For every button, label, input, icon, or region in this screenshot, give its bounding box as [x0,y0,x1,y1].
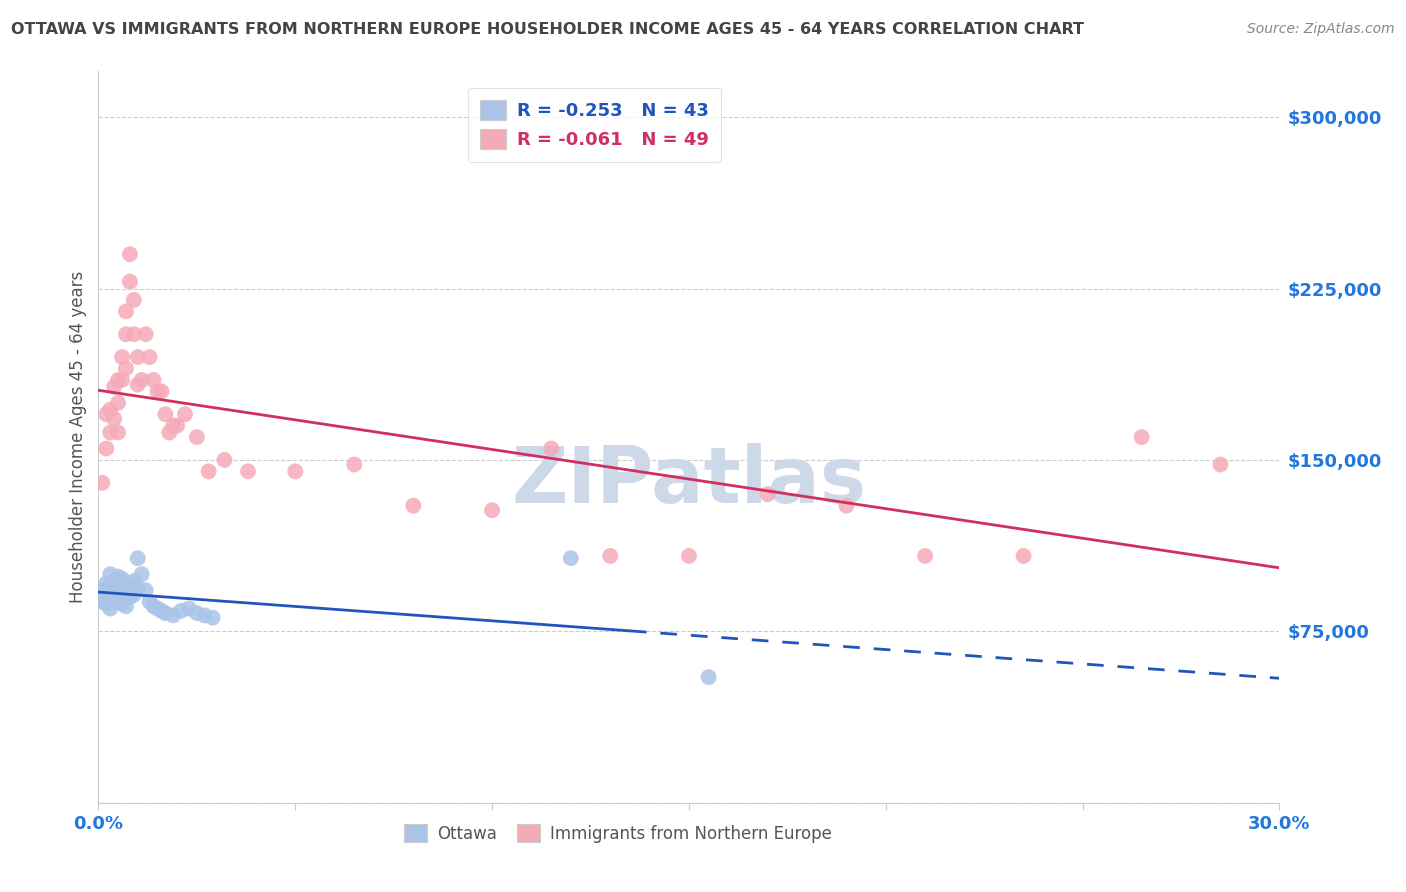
Point [115,599,138,614]
Point [177,601,200,615]
Point [96,597,118,611]
Point [115,576,138,591]
Point [115,304,138,318]
Y-axis label: Householder Income Ages 45 - 64 years: Householder Income Ages 45 - 64 years [69,271,87,603]
Point [96,588,118,602]
Point [103,380,125,394]
Point [98,579,121,593]
Point [103,594,125,608]
Point [107,594,129,608]
Point [150,604,173,618]
Point [122,293,145,307]
Point [162,418,184,433]
Point [201,610,224,624]
Point [197,464,219,478]
Text: ZIPatlas: ZIPatlas [512,443,866,519]
Point [107,585,129,599]
Point [107,373,129,387]
Point [1209,458,1232,472]
Text: Source: ZipAtlas.com: Source: ZipAtlas.com [1247,22,1395,37]
Point [142,599,165,614]
Point [115,361,138,376]
Point [118,579,141,593]
Point [131,567,153,582]
Point [107,576,129,591]
Point [914,549,936,563]
Point [103,411,125,425]
Point [98,590,121,604]
Point [91,594,114,608]
Point [118,247,141,261]
Point [98,567,121,582]
Point [678,549,700,563]
Point [98,402,121,417]
Point [127,581,149,595]
Point [115,327,138,342]
Point [162,608,184,623]
Point [170,604,193,618]
Point [138,594,160,608]
Point [96,442,118,456]
Point [174,407,197,421]
Legend: Ottawa, Immigrants from Northern Europe: Ottawa, Immigrants from Northern Europe [398,817,839,849]
Point [756,487,779,501]
Point [111,572,134,586]
Point [135,583,157,598]
Point [560,551,582,566]
Point [127,350,149,364]
Point [540,442,562,456]
Point [194,608,217,623]
Point [155,606,177,620]
Point [284,464,307,478]
Point [138,350,160,364]
Point [186,430,208,444]
Point [122,327,145,342]
Point [1012,549,1035,563]
Point [127,377,149,392]
Point [111,373,134,387]
Point [214,453,236,467]
Point [131,373,153,387]
Point [107,396,129,410]
Point [150,384,173,399]
Point [118,590,141,604]
Point [107,425,129,440]
Point [122,574,145,588]
Point [343,458,366,472]
Point [118,275,141,289]
Point [402,499,425,513]
Point [111,350,134,364]
Point [135,327,157,342]
Point [236,464,259,478]
Point [599,549,621,563]
Point [155,407,177,421]
Point [166,418,188,433]
Point [96,407,118,421]
Point [91,583,114,598]
Point [91,475,114,490]
Point [146,601,169,615]
Point [111,597,134,611]
Point [697,670,720,684]
Point [115,588,138,602]
Point [142,373,165,387]
Point [186,606,208,620]
Point [103,574,125,588]
Point [835,499,858,513]
Point [107,569,129,583]
Point [481,503,503,517]
Point [122,588,145,602]
Point [157,425,180,440]
Point [98,425,121,440]
Point [96,576,118,591]
Point [127,551,149,566]
Point [146,384,169,399]
Point [103,583,125,598]
Text: OTTAWA VS IMMIGRANTS FROM NORTHERN EUROPE HOUSEHOLDER INCOME AGES 45 - 64 YEARS : OTTAWA VS IMMIGRANTS FROM NORTHERN EUROP… [11,22,1084,37]
Point [98,601,121,615]
Point [1130,430,1153,444]
Point [111,583,134,598]
